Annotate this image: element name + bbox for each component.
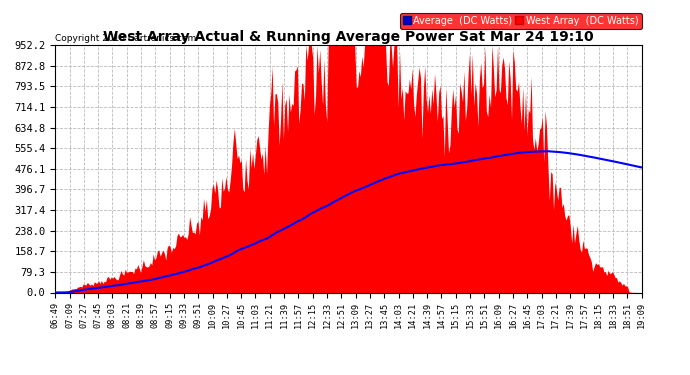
Text: Copyright 2018 Cartronics.com: Copyright 2018 Cartronics.com bbox=[55, 33, 197, 42]
Legend: Average  (DC Watts), West Array  (DC Watts): Average (DC Watts), West Array (DC Watts… bbox=[400, 13, 642, 28]
Title: West Array Actual & Running Average Power Sat Mar 24 19:10: West Array Actual & Running Average Powe… bbox=[103, 30, 594, 44]
